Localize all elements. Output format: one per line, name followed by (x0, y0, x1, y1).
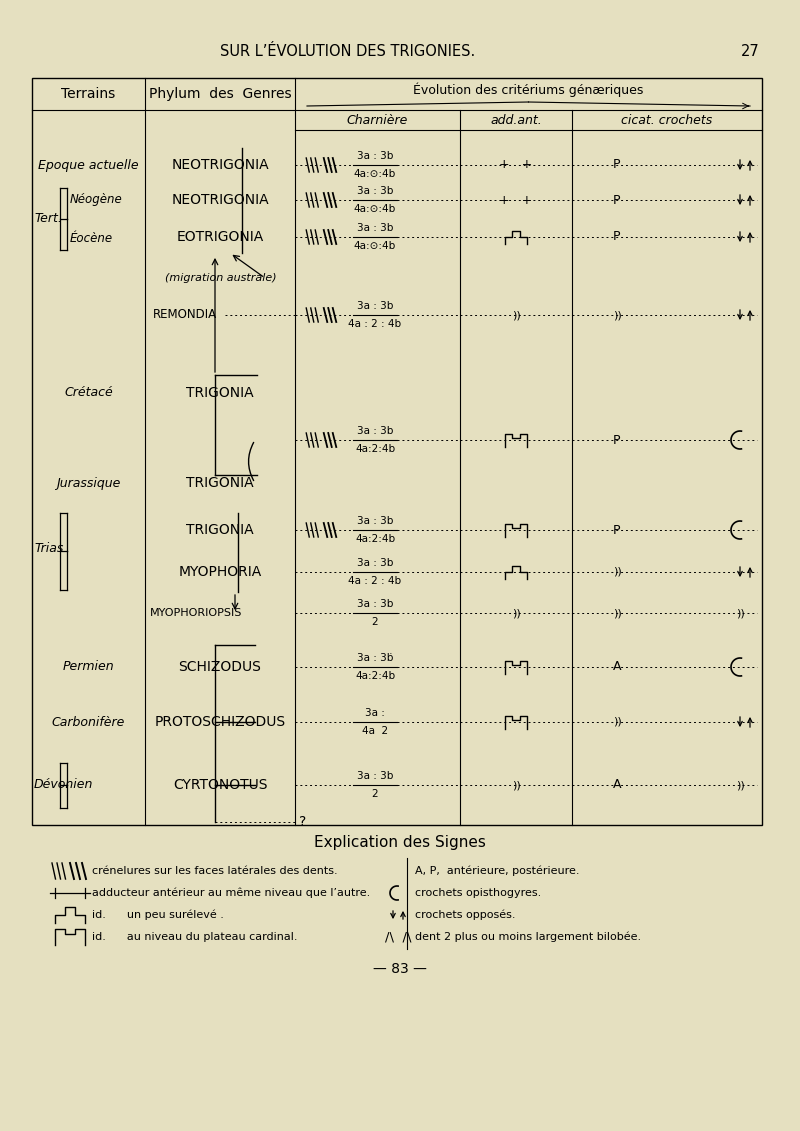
Text: )): )) (512, 608, 520, 618)
Text: )): )) (512, 310, 520, 320)
Text: 4a:2:4b: 4a:2:4b (355, 444, 395, 454)
Text: 4a  2: 4a 2 (362, 726, 388, 736)
Text: Évolution des critériums génæriques: Évolution des critériums génæriques (414, 83, 644, 97)
Text: cicat. crochets: cicat. crochets (622, 113, 713, 127)
Text: A, P,  antérieure, postérieure.: A, P, antérieure, postérieure. (415, 865, 579, 877)
Text: 3a : 3b: 3a : 3b (357, 599, 393, 608)
Text: P: P (614, 231, 621, 243)
Text: Éocène: Éocène (70, 232, 113, 244)
Text: 4a : 2 : 4b: 4a : 2 : 4b (349, 576, 402, 586)
Text: P: P (614, 524, 621, 536)
Text: )): )) (613, 567, 622, 577)
Text: +   +: + + (499, 158, 533, 172)
Text: 3a : 3b: 3a : 3b (357, 516, 393, 526)
Text: Tert.: Tert. (34, 211, 62, 224)
Text: Jurassique: Jurassique (56, 476, 121, 490)
Text: +   +: + + (499, 193, 533, 207)
Text: crénelures sur les faces latérales des dents.: crénelures sur les faces latérales des d… (92, 866, 338, 877)
Text: 3a : 3b: 3a : 3b (357, 558, 393, 568)
Text: — 83 —: — 83 — (373, 962, 427, 976)
Text: Terrains: Terrains (62, 87, 116, 101)
Text: MYOPHORIA: MYOPHORIA (178, 566, 262, 579)
Text: Trias: Trias (34, 542, 63, 554)
Text: Phylum  des  Genres: Phylum des Genres (149, 87, 291, 101)
Text: Explication des Signes: Explication des Signes (314, 836, 486, 851)
Text: 4a:⊙:4b: 4a:⊙:4b (354, 169, 396, 179)
Text: Dévonien: Dévonien (34, 778, 94, 792)
Text: Carbonifère: Carbonifère (52, 716, 125, 728)
Text: (migration australe): (migration australe) (165, 273, 277, 283)
Text: 4a : 2 : 4b: 4a : 2 : 4b (349, 319, 402, 329)
Text: Permien: Permien (62, 661, 114, 673)
Text: CYRTONOTUS: CYRTONOTUS (173, 778, 267, 792)
Text: 4a:2:4b: 4a:2:4b (355, 534, 395, 544)
Text: /\  /\: /\ /\ (385, 931, 411, 943)
Text: 4a:⊙:4b: 4a:⊙:4b (354, 204, 396, 214)
Text: SUR L’ÉVOLUTION DES TRIGONIES.: SUR L’ÉVOLUTION DES TRIGONIES. (220, 44, 475, 60)
Text: Charnière: Charnière (347, 113, 408, 127)
Text: A: A (613, 778, 622, 792)
Text: TRIGONIA: TRIGONIA (186, 476, 254, 490)
Text: crochets opisthogyres.: crochets opisthogyres. (415, 888, 542, 898)
Text: 4a:⊙:4b: 4a:⊙:4b (354, 241, 396, 251)
Text: MYOPHORIOPSIS: MYOPHORIOPSIS (150, 608, 242, 618)
Text: crochets opposés.: crochets opposés. (415, 909, 515, 921)
Text: 3a :: 3a : (365, 708, 385, 718)
Text: P: P (614, 158, 621, 172)
Text: 4a:2:4b: 4a:2:4b (355, 671, 395, 681)
Text: EOTRIGONIA: EOTRIGONIA (176, 230, 264, 244)
Text: )): )) (736, 608, 744, 618)
Text: id.      un peu surélevé .: id. un peu surélevé . (92, 909, 224, 921)
Text: TRIGONIA: TRIGONIA (186, 386, 254, 400)
Text: P: P (614, 193, 621, 207)
Text: REMONDIA: REMONDIA (153, 309, 217, 321)
Text: 3a : 3ḃ: 3a : 3ḃ (357, 653, 393, 663)
Text: 27: 27 (741, 44, 759, 60)
Text: 3a : 3b: 3a : 3b (357, 426, 393, 435)
Text: 2: 2 (372, 618, 378, 627)
Text: 2: 2 (372, 789, 378, 798)
Text: 3a : 3b: 3a : 3b (357, 223, 393, 233)
Text: )): )) (613, 717, 622, 727)
Text: Néogène: Néogène (70, 193, 122, 207)
Text: 3a : 3b: 3a : 3b (357, 152, 393, 161)
Text: SCHIZODUS: SCHIZODUS (178, 661, 262, 674)
Text: )): )) (613, 608, 622, 618)
Text: 3a : 3b: 3a : 3b (357, 301, 393, 311)
Text: Crétacé: Crétacé (64, 387, 113, 399)
Text: adducteur antérieur au même niveau que l’autre.: adducteur antérieur au même niveau que l… (92, 888, 370, 898)
Text: id.      au niveau du plateau cardinal.: id. au niveau du plateau cardinal. (92, 932, 298, 942)
Text: Epoque actuelle: Epoque actuelle (38, 158, 139, 172)
Text: ?: ? (299, 815, 306, 829)
Text: )): )) (613, 310, 622, 320)
Text: add.ant.: add.ant. (490, 113, 542, 127)
Text: 3a : 3b: 3a : 3b (357, 771, 393, 782)
Text: A: A (613, 661, 622, 673)
Text: 3a : 3b: 3a : 3b (357, 185, 393, 196)
Text: NEOTRIGONIA: NEOTRIGONIA (171, 158, 269, 172)
Text: dent 2 plus ou moins largement bilobée.: dent 2 plus ou moins largement bilobée. (415, 932, 641, 942)
Text: NEOTRIGONIA: NEOTRIGONIA (171, 193, 269, 207)
Text: )): )) (736, 780, 744, 789)
Text: )): )) (512, 780, 520, 789)
Text: P: P (614, 433, 621, 447)
Text: TRIGONIA: TRIGONIA (186, 523, 254, 537)
Text: PROTOSCHIZODUS: PROTOSCHIZODUS (154, 715, 286, 729)
Bar (32, 78, 762, 824)
